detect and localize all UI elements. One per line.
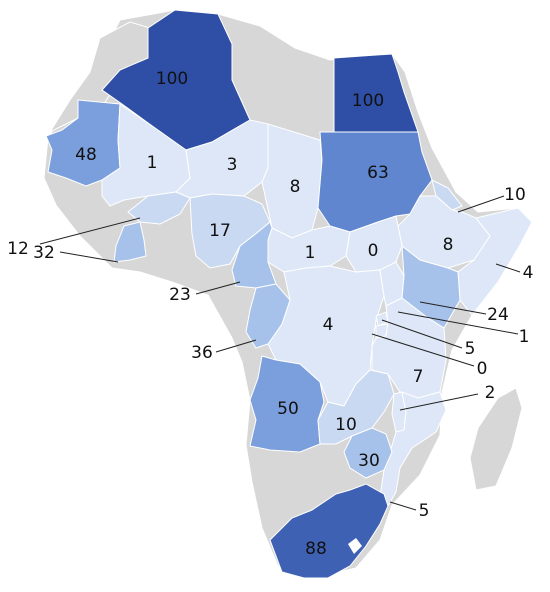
region-niger xyxy=(175,119,269,199)
label-sudan: 63 xyxy=(367,163,389,183)
label-gabon: 36 xyxy=(191,343,213,363)
region-gabon xyxy=(245,283,291,349)
region-burkina-faso xyxy=(127,191,191,225)
label-malawi: 2 xyxy=(485,383,496,403)
label-car: 1 xyxy=(305,243,316,263)
region-somalia xyxy=(457,207,533,316)
lesotho xyxy=(348,538,362,554)
label-somalia: 4 xyxy=(523,263,534,283)
label-ethiopia: 8 xyxy=(443,235,454,255)
label-tanzania: 7 xyxy=(413,367,424,387)
label-algeria: 100 xyxy=(156,69,188,89)
label-nigeria: 17 xyxy=(209,221,231,241)
label-drc: 4 xyxy=(323,315,334,335)
label-south-africa: 88 xyxy=(305,539,327,559)
label-cameroon: 23 xyxy=(169,285,191,305)
label-burkina-faso: 12 xyxy=(7,239,29,259)
region-south-africa xyxy=(269,483,389,579)
region-mauritania xyxy=(45,99,121,187)
region-zambia xyxy=(317,369,395,445)
label-kenya: 24 xyxy=(487,305,509,325)
region-eritrea xyxy=(431,179,463,211)
madagascar xyxy=(469,387,523,491)
label-mauritania: 48 xyxy=(75,145,97,165)
label-burundi: 0 xyxy=(477,359,488,379)
label-uganda: 1 xyxy=(519,327,530,347)
label-angola: 50 xyxy=(277,399,299,419)
region-angola xyxy=(249,355,325,453)
label-zimbabwe: 30 xyxy=(358,451,380,471)
region-cote-divoire xyxy=(113,221,147,263)
label-mozambique: 5 xyxy=(419,501,430,521)
label-eritrea: 10 xyxy=(504,185,526,205)
label-chad: 8 xyxy=(290,177,301,197)
label-mali: 1 xyxy=(147,153,158,173)
label-cote-divoire: 32 xyxy=(33,243,55,263)
label-south-sudan: 0 xyxy=(368,241,379,261)
label-niger: 3 xyxy=(227,155,238,175)
label-rwanda: 5 xyxy=(465,339,476,359)
label-egypt: 100 xyxy=(352,91,384,111)
region-zimbabwe xyxy=(343,427,393,479)
leader-lines xyxy=(39,195,521,511)
label-zambia: 10 xyxy=(335,415,357,435)
